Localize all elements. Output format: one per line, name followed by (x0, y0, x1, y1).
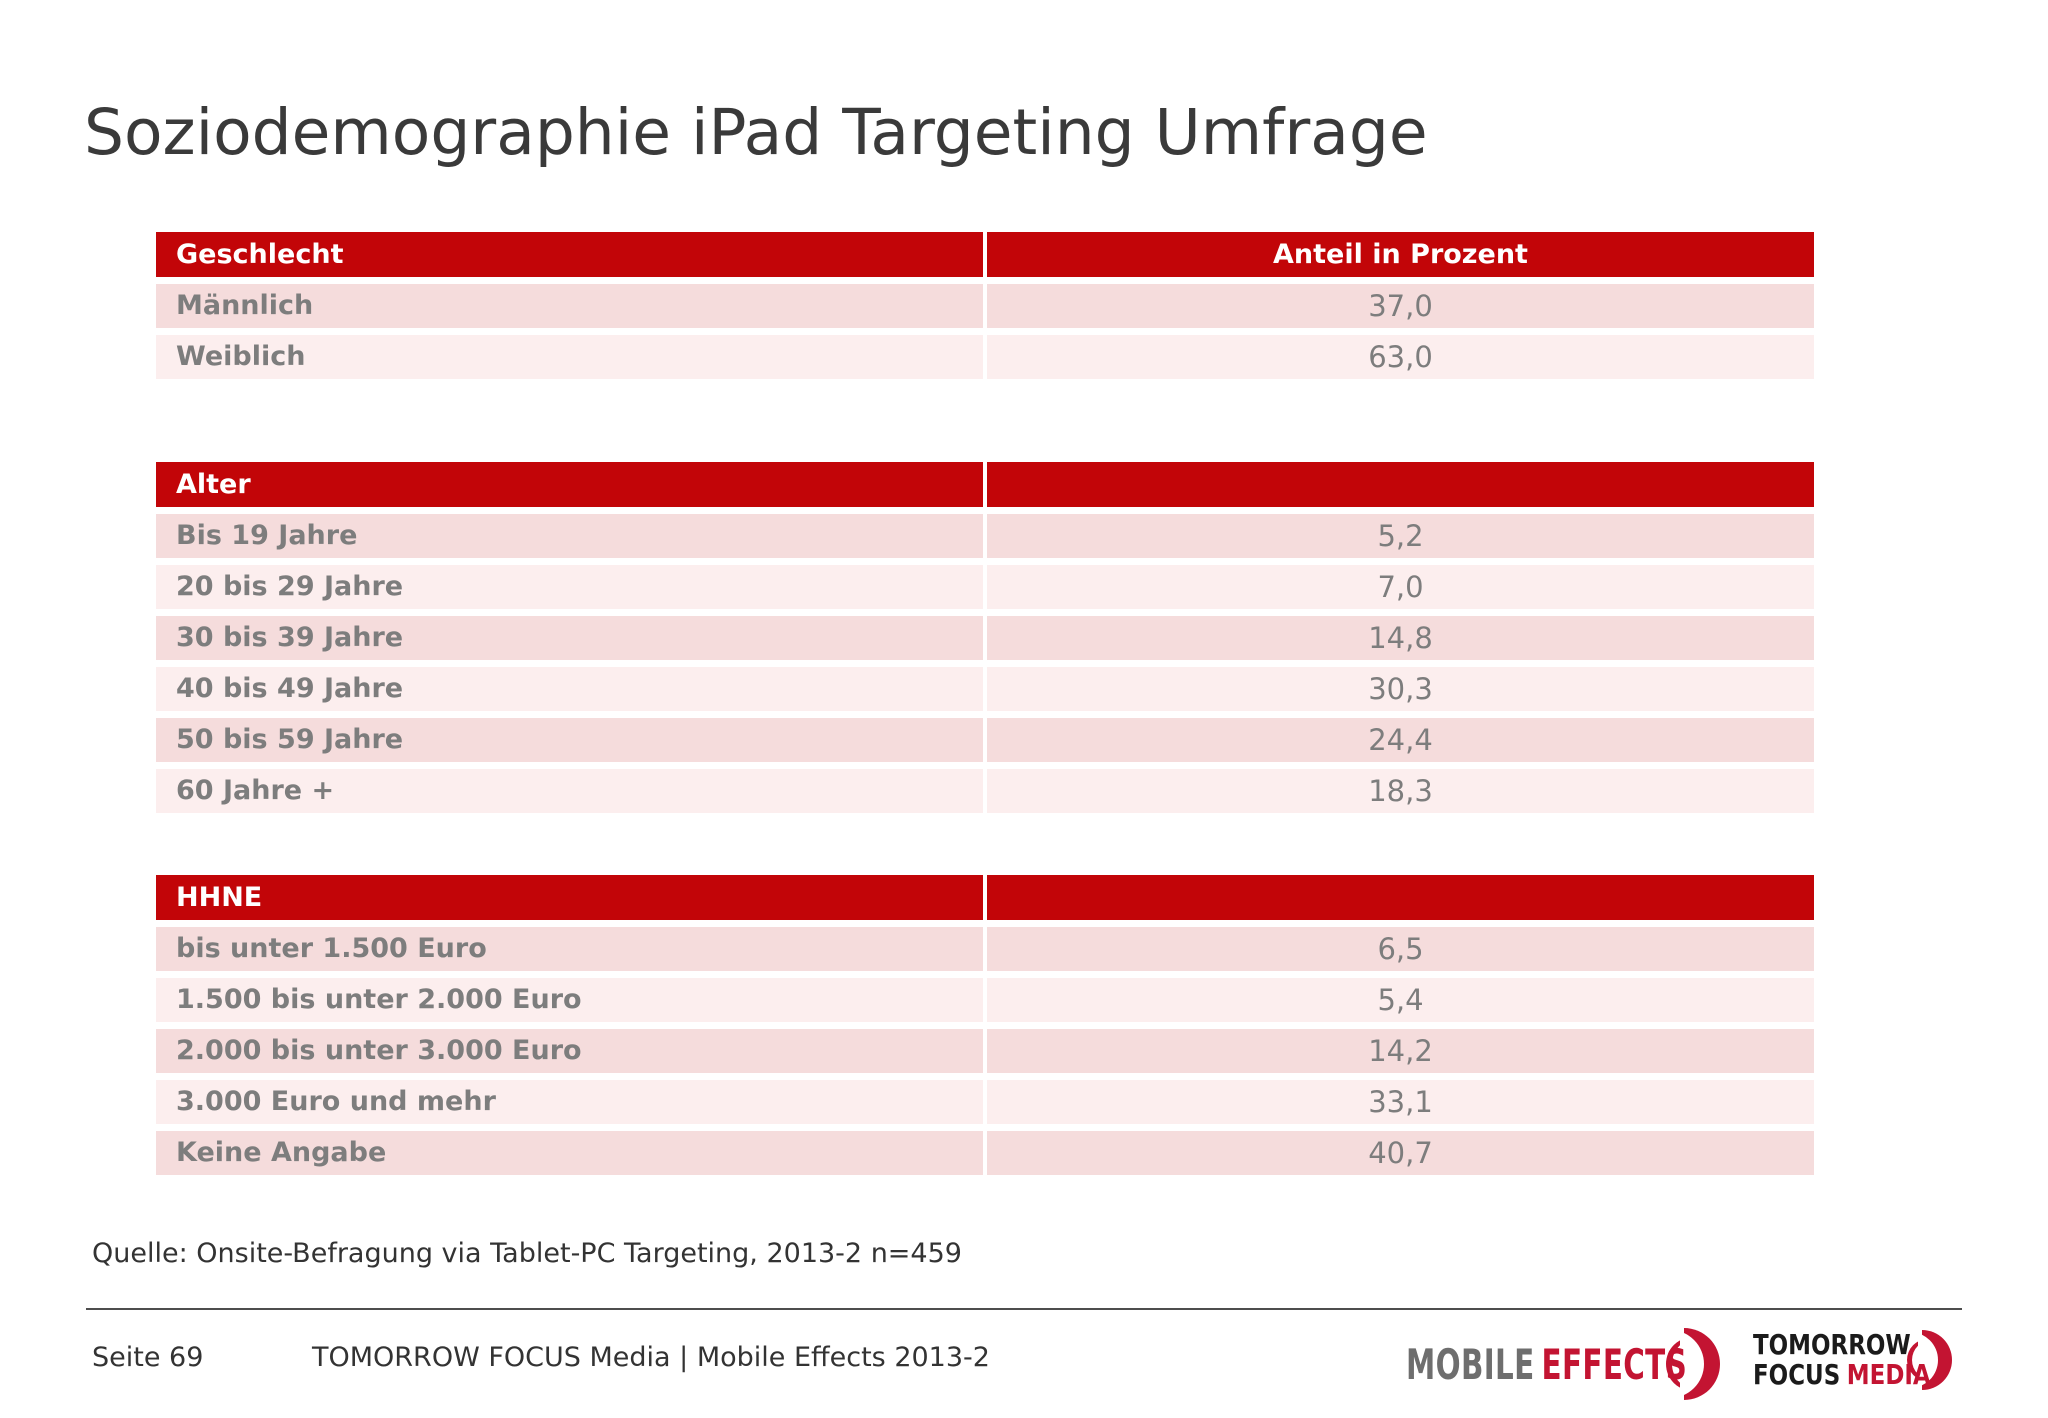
table-row: 2.000 bis unter 3.000 Euro 14,2 (156, 1029, 1814, 1073)
table-hhne: HHNE bis unter 1.500 Euro 6,5 1.500 bis … (156, 875, 1814, 1175)
table-row: 30 bis 39 Jahre 14,8 (156, 616, 1814, 660)
logo-text-media: MEDIA (1846, 1358, 1931, 1391)
row-value: 6,5 (987, 927, 1814, 971)
table-row: 50 bis 59 Jahre 24,4 (156, 718, 1814, 762)
row-label: 2.000 bis unter 3.000 Euro (156, 1029, 983, 1073)
table-header-alter: Alter (156, 462, 983, 507)
table-row: Weiblich 63,0 (156, 335, 1814, 379)
table-header-empty (987, 875, 1814, 920)
row-value: 18,3 (987, 769, 1814, 813)
row-label: Bis 19 Jahre (156, 514, 983, 558)
row-label: 40 bis 49 Jahre (156, 667, 983, 711)
table-row: Keine Angabe 40,7 (156, 1131, 1814, 1175)
logo-text-focus: FOCUS (1753, 1358, 1841, 1391)
mobile-effects-logo: MOBILE EFFECTS (1406, 1328, 1720, 1400)
table-header-empty (987, 462, 1814, 507)
row-value: 63,0 (987, 335, 1814, 379)
crescent-close-paren-icon (1922, 1330, 1952, 1390)
table-header-row: HHNE (156, 875, 1814, 920)
table-row: 3.000 Euro und mehr 33,1 (156, 1080, 1814, 1124)
crescent-open-paren-icon (1907, 1341, 1918, 1379)
source-note: Quelle: Onsite-Befragung via Tablet-PC T… (92, 1238, 962, 1269)
page-number: Seite 69 (92, 1342, 204, 1373)
row-label: bis unter 1.500 Euro (156, 927, 983, 971)
table-geschlecht: Geschlecht Anteil in Prozent Männlich 37… (156, 232, 1814, 379)
row-value: 14,8 (987, 616, 1814, 660)
row-label: 1.500 bis unter 2.000 Euro (156, 978, 983, 1022)
table-row: Bis 19 Jahre 5,2 (156, 514, 1814, 558)
row-label: 20 bis 29 Jahre (156, 565, 983, 609)
table-row: 1.500 bis unter 2.000 Euro 5,4 (156, 978, 1814, 1022)
page-title: Soziodemographie iPad Targeting Umfrage (84, 96, 1428, 169)
logo-text-tomorrow: TOMORROW (1753, 1328, 1911, 1361)
row-label: Männlich (156, 284, 983, 328)
row-label: 30 bis 39 Jahre (156, 616, 983, 660)
table-alter: Alter Bis 19 Jahre 5,2 20 bis 29 Jahre 7… (156, 462, 1814, 813)
row-label: 50 bis 59 Jahre (156, 718, 983, 762)
table-row: 60 Jahre + 18,3 (156, 769, 1814, 813)
tomorrow-focus-media-logo: TOMORROW FOCUS MEDIA (1753, 1326, 1952, 1394)
table-header-geschlecht: Geschlecht (156, 232, 983, 277)
row-label: 60 Jahre + (156, 769, 983, 813)
footer-divider (86, 1308, 1962, 1310)
row-value: 40,7 (987, 1131, 1814, 1175)
logo-text-effects: EFFECTS (1541, 1339, 1688, 1389)
table-header-hhne: HHNE (156, 875, 983, 920)
row-label: 3.000 Euro und mehr (156, 1080, 983, 1124)
table-row: Männlich 37,0 (156, 284, 1814, 328)
table-header-row: Geschlecht Anteil in Prozent (156, 232, 1814, 277)
row-label: Keine Angabe (156, 1131, 983, 1175)
crescent-open-paren-icon (1666, 1340, 1680, 1388)
footer-document-label: TOMORROW FOCUS Media | Mobile Effects 20… (312, 1342, 990, 1373)
row-value: 37,0 (987, 284, 1814, 328)
row-value: 7,0 (987, 565, 1814, 609)
row-value: 14,2 (987, 1029, 1814, 1073)
table-header-row: Alter (156, 462, 1814, 507)
table-row: 20 bis 29 Jahre 7,0 (156, 565, 1814, 609)
table-row: bis unter 1.500 Euro 6,5 (156, 927, 1814, 971)
crescent-close-paren-icon (1684, 1328, 1720, 1400)
row-value: 30,3 (987, 667, 1814, 711)
row-value: 5,4 (987, 978, 1814, 1022)
logo-text-mobile: MOBILE (1406, 1339, 1535, 1389)
table-header-anteil-in-prozent: Anteil in Prozent (987, 232, 1814, 277)
row-value: 24,4 (987, 718, 1814, 762)
row-value: 33,1 (987, 1080, 1814, 1124)
row-value: 5,2 (987, 514, 1814, 558)
row-label: Weiblich (156, 335, 983, 379)
table-row: 40 bis 49 Jahre 30,3 (156, 667, 1814, 711)
